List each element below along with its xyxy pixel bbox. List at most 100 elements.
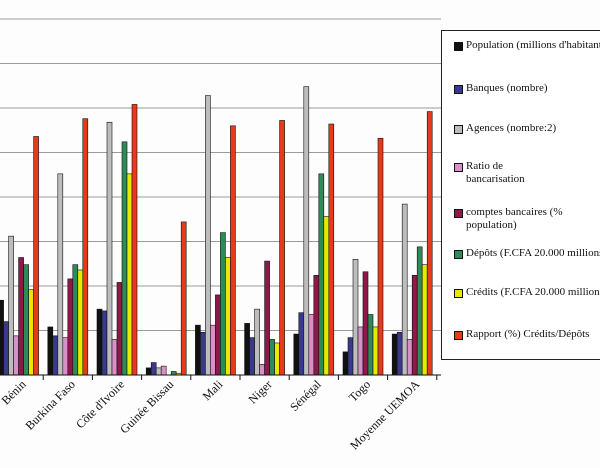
x-tick-label: Mali — [200, 377, 226, 403]
legend-label: Dépôts (F.CFA 20.000 millions) — [466, 247, 600, 259]
bar — [126, 173, 133, 376]
legend-swatch — [454, 125, 463, 134]
x-tick-label: Niger — [245, 377, 274, 406]
legend-item: comptes bancaires (% population) — [454, 206, 600, 232]
bar — [96, 308, 103, 376]
bar — [57, 173, 64, 376]
x-tick-label: Togo — [346, 377, 373, 404]
bar — [421, 264, 428, 376]
legend-swatch — [454, 209, 463, 218]
bar — [391, 333, 398, 376]
bar — [23, 264, 29, 376]
bar — [328, 123, 335, 376]
bar — [160, 365, 167, 376]
legend-label: Banques (nombre) — [466, 82, 548, 94]
bar — [131, 104, 138, 376]
bar — [180, 221, 187, 376]
bar — [150, 362, 157, 376]
bar — [362, 271, 369, 376]
bar — [170, 371, 177, 376]
bar — [406, 339, 413, 376]
bar — [0, 299, 4, 376]
legend-item: Ratio de bancarisation — [454, 160, 525, 186]
x-axis — [0, 374, 441, 380]
bar — [249, 337, 255, 376]
bar — [377, 137, 384, 376]
bar — [254, 308, 260, 376]
legend-swatch — [454, 289, 463, 298]
bar — [82, 118, 89, 376]
x-tick-label: Sénégal — [287, 377, 324, 414]
bar — [401, 203, 408, 376]
legend-swatch — [454, 250, 463, 259]
bar — [244, 323, 250, 376]
bars — [0, 86, 433, 376]
legend-swatch — [454, 331, 463, 340]
bar — [264, 260, 270, 376]
bar — [205, 95, 211, 376]
x-tick-label: Bénin — [0, 377, 29, 407]
bar — [145, 367, 152, 376]
bar — [396, 331, 403, 376]
legend-label: Crédits (F.CFA 20.000 millions) — [466, 286, 600, 298]
bar — [367, 314, 374, 376]
bar — [279, 120, 285, 376]
bar — [101, 310, 108, 376]
bar — [274, 342, 280, 376]
x-tick-label: Côte d'Ivoire — [73, 377, 127, 431]
legend-swatch — [454, 163, 463, 172]
bar — [18, 257, 24, 376]
bar — [426, 111, 433, 376]
bar — [77, 269, 84, 376]
bar — [67, 278, 74, 376]
bar — [3, 321, 9, 376]
bar — [200, 331, 206, 376]
bar — [372, 326, 379, 376]
bar — [357, 326, 364, 376]
legend-label: Population (millions d'habitants) — [466, 39, 600, 51]
bar — [323, 216, 330, 376]
legend-item: Banques (nombre) — [454, 82, 548, 95]
x-tick-label: Burkina Faso — [23, 377, 78, 432]
bar — [195, 324, 201, 376]
bar — [230, 125, 236, 376]
bar — [215, 294, 221, 376]
legend: Population (millions d'habitants) Banques… — [441, 30, 600, 360]
legend-item: Crédits (F.CFA 20.000 millions) — [454, 286, 600, 299]
legend-item: Population (millions d'habitants) — [454, 39, 600, 52]
bar — [411, 275, 418, 376]
bar — [8, 235, 14, 376]
bar — [47, 326, 54, 376]
bar — [313, 275, 320, 376]
legend-item: Rapport (%) Crédits/Dépôts — [454, 328, 589, 341]
bar — [352, 258, 359, 376]
legend-swatch — [454, 85, 463, 94]
bar — [121, 141, 128, 376]
bar — [13, 335, 19, 376]
bar — [259, 364, 265, 376]
bar — [33, 136, 39, 376]
legend-label: Agences (nombre:2) — [466, 122, 557, 134]
legend-item: Dépôts (F.CFA 20.000 millions) — [454, 247, 600, 260]
legend-label: Ratio de bancarisation — [466, 160, 525, 185]
bar — [416, 246, 423, 376]
bar — [342, 351, 349, 376]
bar — [308, 314, 315, 376]
bar — [225, 257, 231, 376]
bar — [210, 324, 216, 376]
bar — [298, 312, 305, 376]
bar — [62, 337, 69, 376]
bar — [318, 173, 325, 376]
legend-item: Agences (nombre:2) — [454, 122, 556, 135]
legend-swatch — [454, 42, 463, 51]
bar — [220, 232, 226, 376]
bar — [111, 339, 118, 376]
legend-label: Rapport (%) Crédits/Dépôts — [466, 328, 590, 340]
bar — [155, 367, 162, 376]
bar — [303, 86, 310, 376]
bar — [72, 264, 79, 376]
bar — [106, 121, 113, 376]
bar — [269, 339, 275, 376]
